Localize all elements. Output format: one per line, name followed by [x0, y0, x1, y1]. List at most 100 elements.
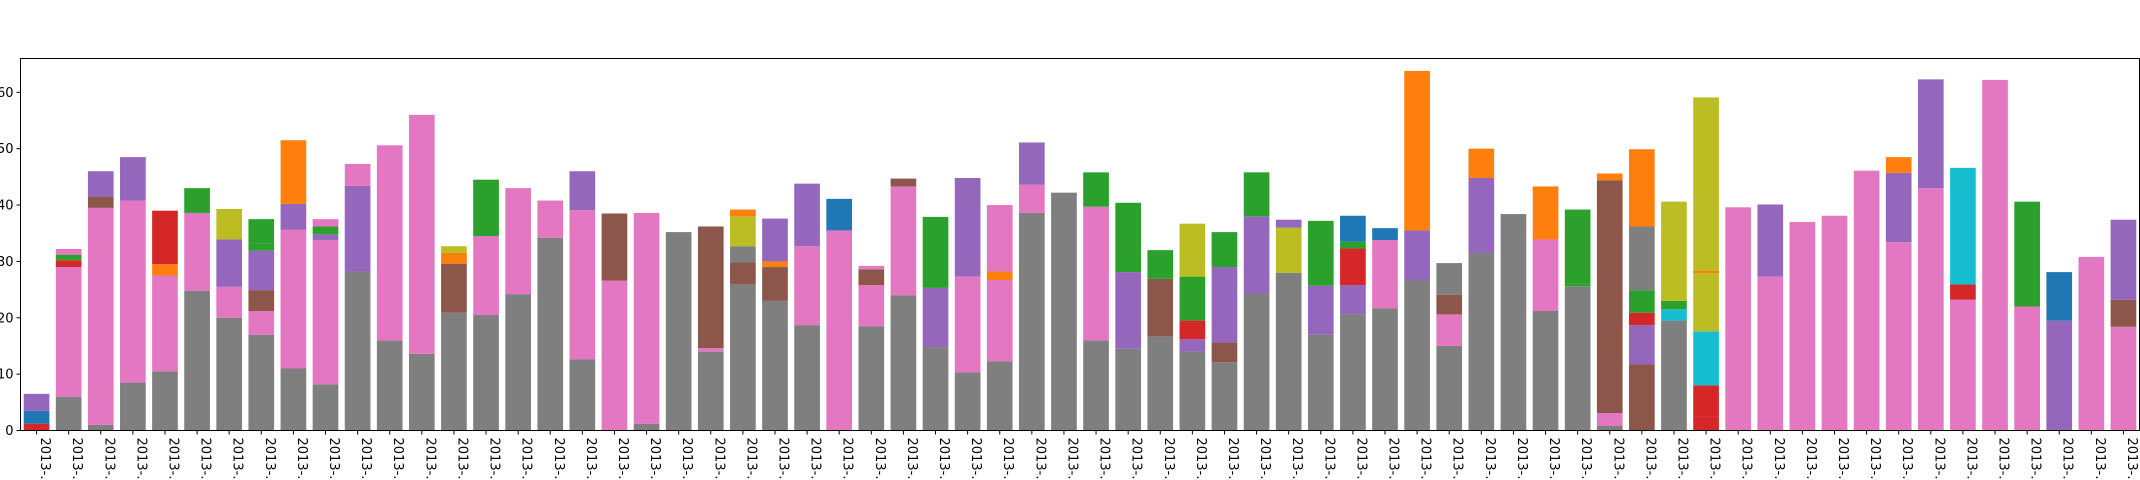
y-tick-label: 20 — [0, 311, 14, 326]
x-tick-label: 2013-… — [101, 438, 116, 480]
bar-23-segment-3 — [762, 218, 788, 262]
x-tick-label: 2013-… — [326, 438, 341, 480]
bar-15-segment-0 — [505, 294, 531, 431]
bar-33-segment-2 — [1083, 172, 1109, 207]
bar-58-segment-1 — [1885, 172, 1912, 243]
x-tick-label: 2013-… — [1257, 438, 1272, 480]
x-tick-label: 2013-… — [1129, 438, 1144, 480]
x-tick-label: 2013-… — [1771, 438, 1786, 480]
bar-42-segment-1 — [1372, 239, 1398, 309]
x-tick-label: 2013-… — [1578, 438, 1593, 480]
bar-33-segment-0 — [1083, 340, 1109, 431]
y-tick-label: 60 — [0, 86, 14, 101]
bar-37-segment-0 — [1211, 362, 1238, 431]
bar-30-segment-0 — [986, 361, 1013, 431]
x-tick-label: 2013-… — [647, 438, 662, 480]
bar-1-segment-2 — [55, 260, 82, 268]
bar-41-segment-3 — [1340, 241, 1366, 249]
bar-7-segment-2 — [248, 290, 275, 311]
bar-21-segment-1 — [697, 348, 724, 352]
bar-13-segment-0 — [441, 312, 467, 431]
bar-60-segment-1 — [1950, 284, 1976, 300]
bar-45-segment-0 — [1468, 252, 1495, 431]
bar-27-segment-2 — [890, 178, 917, 187]
bar-6-segment-0 — [216, 317, 243, 431]
bar-6-segment-3 — [216, 208, 243, 240]
x-tick-label: 2013-… — [358, 438, 373, 480]
bar-6-segment-1 — [216, 286, 243, 318]
bar-35-segment-0 — [1147, 336, 1174, 431]
bar-16-segment-0 — [537, 237, 564, 431]
bar-3-segment-2 — [120, 157, 146, 201]
bar-3-segment-1 — [120, 200, 146, 383]
x-tick-label: 2013-… — [1707, 438, 1722, 480]
x-tick-label: 2013-… — [1450, 438, 1465, 480]
bar-19-segment-1 — [633, 212, 660, 424]
bar-1-segment-1 — [55, 267, 82, 397]
x-tick-label: 2013-… — [1674, 438, 1689, 480]
bar-20-segment-0 — [665, 232, 692, 431]
bar-7-segment-0 — [248, 334, 275, 431]
bar-1-segment-4 — [55, 249, 82, 255]
bar-54-segment-1 — [1757, 204, 1784, 277]
x-tick-label: 2013-… — [936, 438, 951, 480]
bar-10-segment-1 — [344, 185, 371, 272]
x-tick-label: 2013-… — [1418, 438, 1433, 480]
x-tick-label: 2013-… — [1386, 438, 1401, 480]
x-tick-label: 2013-… — [165, 438, 180, 480]
bar-43-segment-0 — [1404, 280, 1430, 431]
bar-39-segment-0 — [1275, 272, 1302, 431]
bar-14-segment-2 — [473, 179, 499, 237]
x-tick-label: 2013-… — [1835, 438, 1850, 480]
x-tick-label: 2013-… — [1289, 438, 1304, 480]
bar-13-segment-3 — [441, 246, 467, 253]
bar-51-segment-3 — [1661, 201, 1687, 301]
bar-49-segment-0 — [1596, 425, 1623, 431]
bar-4-segment-1 — [152, 275, 178, 372]
bar-38-segment-2 — [1243, 172, 1270, 217]
bar-52-segment-0 — [1693, 416, 1719, 431]
bar-2-segment-0 — [87, 424, 114, 431]
bar-61-segment-0 — [1982, 79, 2008, 431]
y-tick-label: 30 — [0, 255, 14, 270]
x-tick-label: 2013-… — [1610, 438, 1625, 480]
bar-52-segment-5 — [1693, 97, 1719, 271]
x-tick-label: 2013-… — [1867, 438, 1882, 480]
bar-57-segment-0 — [1853, 170, 1880, 431]
bar-14-segment-0 — [473, 314, 499, 431]
bar-53-segment-0 — [1725, 207, 1752, 431]
bar-52-segment-3 — [1693, 273, 1719, 332]
bar-2-segment-3 — [87, 171, 114, 197]
bar-2-segment-2 — [87, 196, 114, 208]
x-tick-label: 2013-… — [1642, 438, 1657, 480]
x-tick-label: 2013-… — [294, 438, 309, 480]
bar-8-segment-3 — [280, 140, 307, 204]
bar-36-segment-0 — [1179, 351, 1206, 431]
bar-2-segment-1 — [87, 207, 114, 425]
bar-27-segment-1 — [890, 186, 917, 296]
bar-58-segment-2 — [1885, 157, 1912, 173]
bar-30-segment-1 — [986, 280, 1013, 362]
bar-65-segment-1 — [2110, 299, 2137, 327]
bar-44-segment-1 — [1436, 314, 1463, 346]
bar-40-segment-0 — [1307, 334, 1334, 431]
bar-9-segment-2 — [312, 234, 339, 240]
x-tick-label: 2013-… — [1739, 438, 1754, 480]
x-tick-label: 2013-… — [69, 438, 84, 480]
bar-28-segment-0 — [922, 347, 949, 431]
y-tick-label: 50 — [0, 142, 14, 157]
x-tick-label: 2013-… — [1482, 438, 1497, 480]
bar-54-segment-0 — [1757, 276, 1784, 431]
bar-7-segment-4 — [248, 243, 275, 251]
x-tick-label: 2013-… — [1161, 438, 1176, 480]
bar-30-segment-3 — [986, 205, 1013, 272]
bar-8-segment-1 — [280, 229, 307, 369]
bar-0-segment-2 — [23, 393, 50, 411]
bar-43-segment-2 — [1404, 70, 1430, 231]
x-tick-label: 2013-… — [615, 438, 630, 480]
x-tick-label: 2013-… — [198, 438, 213, 480]
bar-19-segment-0 — [633, 423, 660, 431]
bar-35-segment-2 — [1147, 250, 1174, 279]
x-tick-label: 2013-… — [583, 438, 598, 480]
